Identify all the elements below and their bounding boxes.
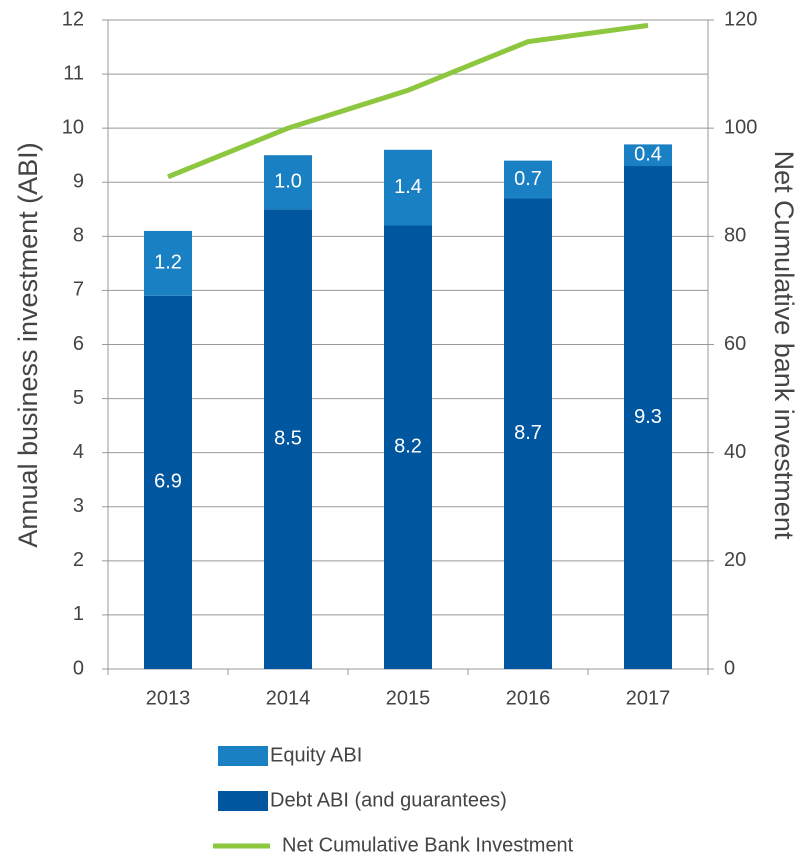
y-tick-label: 4 (73, 441, 84, 463)
bar-segment (264, 155, 312, 210)
line-series (167, 22, 649, 180)
bar-label: 9.3 (634, 406, 662, 428)
y-tick-label: 11 (63, 62, 84, 84)
bar-label: 6.9 (154, 471, 182, 493)
x-tick-label: 2015 (386, 687, 431, 709)
y2-tick-label: 40 (724, 441, 746, 463)
y-tick-label: 9 (73, 171, 84, 193)
y2-tick-label: 0 (724, 657, 735, 679)
y-tick-label: 7 (73, 279, 84, 301)
y-tick-label: 3 (73, 495, 84, 517)
bar-segment (144, 295, 192, 669)
y-tick-label: 0 (73, 657, 84, 679)
legend-label: Net Cumulative Bank Investment (282, 834, 574, 855)
y2-tick-label: 20 (724, 549, 746, 571)
bar-label: 1.4 (394, 176, 422, 198)
y2-tick-label: 100 (724, 116, 757, 138)
y-tick-label: 6 (73, 333, 84, 355)
y-tick-label: 2 (73, 549, 84, 571)
bar-label: 0.7 (514, 168, 542, 190)
y2-tick-label: 60 (724, 333, 746, 355)
bar-label: 8.5 (274, 427, 302, 449)
bar-segment (384, 225, 432, 669)
bar-segment (504, 160, 552, 199)
bar-label: 1.0 (274, 171, 302, 193)
legend-swatch (218, 746, 268, 766)
y2-axis-title: Net Cumulative bank investment (769, 151, 799, 540)
bar-segment (624, 166, 672, 669)
bar-label: 1.2 (154, 252, 182, 274)
x-tick-label: 2017 (626, 687, 671, 709)
y-tick-label: 10 (62, 116, 84, 138)
legend-label: Debt ABI (and guarantees) (270, 789, 507, 811)
y-axis-title: Annual business investment (ABI) (13, 142, 43, 547)
y2-tick-label: 120 (724, 8, 757, 30)
x-tick-label: 2016 (506, 687, 551, 709)
bar-segment (264, 209, 312, 669)
legend-label: Equity ABI (270, 744, 362, 766)
bar-segment (504, 198, 552, 669)
bar-segment (144, 230, 192, 296)
y-tick-label: 8 (73, 225, 84, 247)
y-tick-label: 12 (62, 8, 84, 30)
bar-label: 0.4 (634, 143, 662, 165)
y-tick-label: 1 (73, 603, 84, 625)
bar-label: 8.7 (514, 422, 542, 444)
bar-segment (624, 144, 672, 167)
bar-segment (384, 149, 432, 226)
y-tick-label: 5 (73, 387, 84, 409)
y2-tick-label: 80 (724, 225, 746, 247)
x-tick-label: 2014 (266, 687, 311, 709)
legend-swatch (218, 791, 268, 811)
bar-label: 8.2 (394, 436, 422, 458)
x-tick-label: 2013 (146, 687, 191, 709)
